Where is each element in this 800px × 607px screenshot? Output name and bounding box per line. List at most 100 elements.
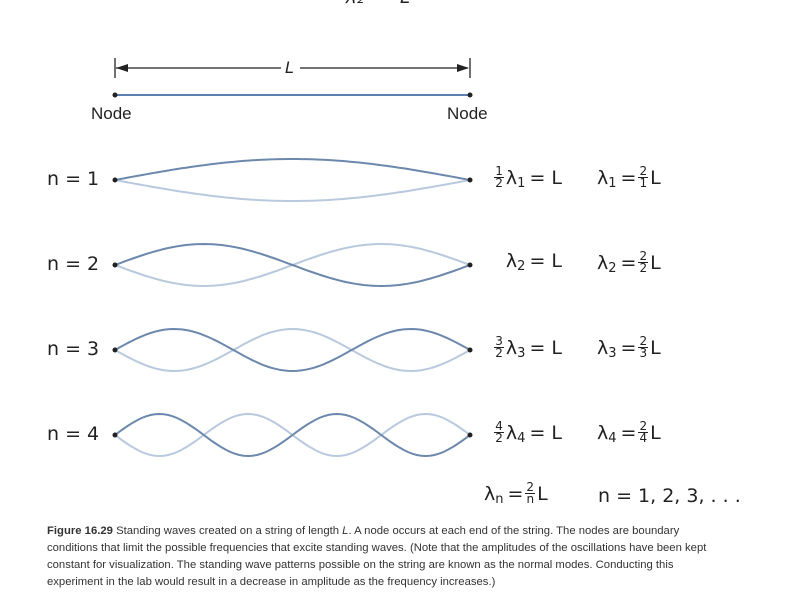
symbol: λ <box>597 336 609 359</box>
caption-text: L <box>342 525 349 537</box>
numerator: 2 <box>638 334 649 348</box>
numerator: 2 <box>525 480 536 494</box>
numerator: 4 <box>494 419 504 433</box>
arrow-head <box>457 64 469 72</box>
formula: λ 4 = 2 4 L <box>597 419 661 446</box>
symbol: λ <box>597 251 609 274</box>
mode-label: n = 4 <box>47 423 100 445</box>
diagram <box>112 58 473 458</box>
node-dot <box>112 92 118 98</box>
symbol: λ <box>484 482 496 505</box>
relation: 3 2 λ 3 = L <box>492 334 562 361</box>
node-dot <box>467 92 473 98</box>
wave <box>114 327 471 373</box>
top-fragment: L <box>400 0 410 8</box>
rhs: L <box>650 251 661 274</box>
node-dot <box>112 347 118 353</box>
node-dot <box>467 347 473 353</box>
denominator: n <box>526 492 535 506</box>
node-dot <box>467 177 473 183</box>
wave <box>114 242 471 288</box>
subscript: 4 <box>517 430 526 446</box>
subscript: 2 <box>517 259 526 274</box>
denominator: 2 <box>495 176 503 190</box>
relation: 1 2 λ 1 = L <box>492 164 562 191</box>
node-label: Node <box>91 104 132 123</box>
mode-label: n = 1 <box>47 168 100 190</box>
numerator: 2 <box>638 419 649 433</box>
rhs: = L <box>529 421 562 444</box>
formula: λ 1 = 2 1 L <box>597 164 661 191</box>
top-fragment: λ₂ <box>346 0 364 8</box>
denominator: 2 <box>495 431 503 445</box>
rhs: L <box>650 421 661 444</box>
node-dot <box>112 262 118 268</box>
length-label: L <box>285 58 294 77</box>
caption: Figure 16.29 Standing waves created on a… <box>47 523 717 591</box>
caption-text: Standing waves created on a string of le… <box>112 525 343 537</box>
n-values: n = 1, 2, 3, . . . <box>598 485 741 507</box>
numerator: 2 <box>638 164 649 178</box>
arrow-head <box>116 64 128 72</box>
relation: λ 2 = L <box>505 250 562 274</box>
subscript: 3 <box>517 345 526 361</box>
symbol: λ <box>505 166 518 189</box>
wave <box>114 179 471 202</box>
wave <box>114 158 471 181</box>
formula: λ 3 = 2 3 L <box>597 334 661 361</box>
symbol: λ <box>505 421 518 444</box>
node-dot <box>467 432 473 438</box>
node-dot <box>112 177 118 183</box>
denominator: 2 <box>495 346 503 360</box>
node-label: Node <box>447 104 488 123</box>
relation: 4 2 λ 4 = L <box>492 419 562 446</box>
symbol: λ <box>505 250 518 272</box>
equals: = <box>620 421 637 444</box>
subscript: 4 <box>608 430 617 446</box>
denominator: 1 <box>639 176 648 190</box>
wave <box>114 412 471 458</box>
symbol: λ <box>597 166 609 189</box>
rhs: L <box>537 482 548 505</box>
numerator: 1 <box>494 164 504 178</box>
numerator: 3 <box>494 334 504 348</box>
subscript: 1 <box>517 175 526 191</box>
denominator: 2 <box>639 261 648 275</box>
denominator: 4 <box>639 431 648 445</box>
formula: λ 2 = 2 2 L <box>597 249 661 276</box>
equals: = <box>620 251 637 274</box>
rhs: L <box>650 166 661 189</box>
rhs: = L <box>529 166 562 189</box>
rhs: L <box>650 336 661 359</box>
wave <box>114 327 471 373</box>
mode-label: n = 2 <box>47 253 100 275</box>
subscript: n <box>495 491 504 507</box>
denominator: 3 <box>639 346 648 360</box>
symbol: λ <box>505 336 518 359</box>
symbol: λ <box>597 421 609 444</box>
caption-label: Figure 16.29 <box>47 525 113 537</box>
equals: = <box>620 336 637 359</box>
general-formula: λ n = 2 n L <box>484 480 548 507</box>
rhs: = L <box>529 336 562 359</box>
node-dot <box>467 262 473 268</box>
mode-label: n = 3 <box>47 338 100 360</box>
subscript: 1 <box>608 175 617 191</box>
numerator: 2 <box>638 249 649 263</box>
caption-text: . A node occurs at each end of the strin… <box>47 525 707 588</box>
subscript: 2 <box>608 260 617 276</box>
equals: = <box>507 482 524 505</box>
subscript: 3 <box>608 345 617 361</box>
node-dot <box>112 432 118 438</box>
rhs: = L <box>529 250 562 272</box>
